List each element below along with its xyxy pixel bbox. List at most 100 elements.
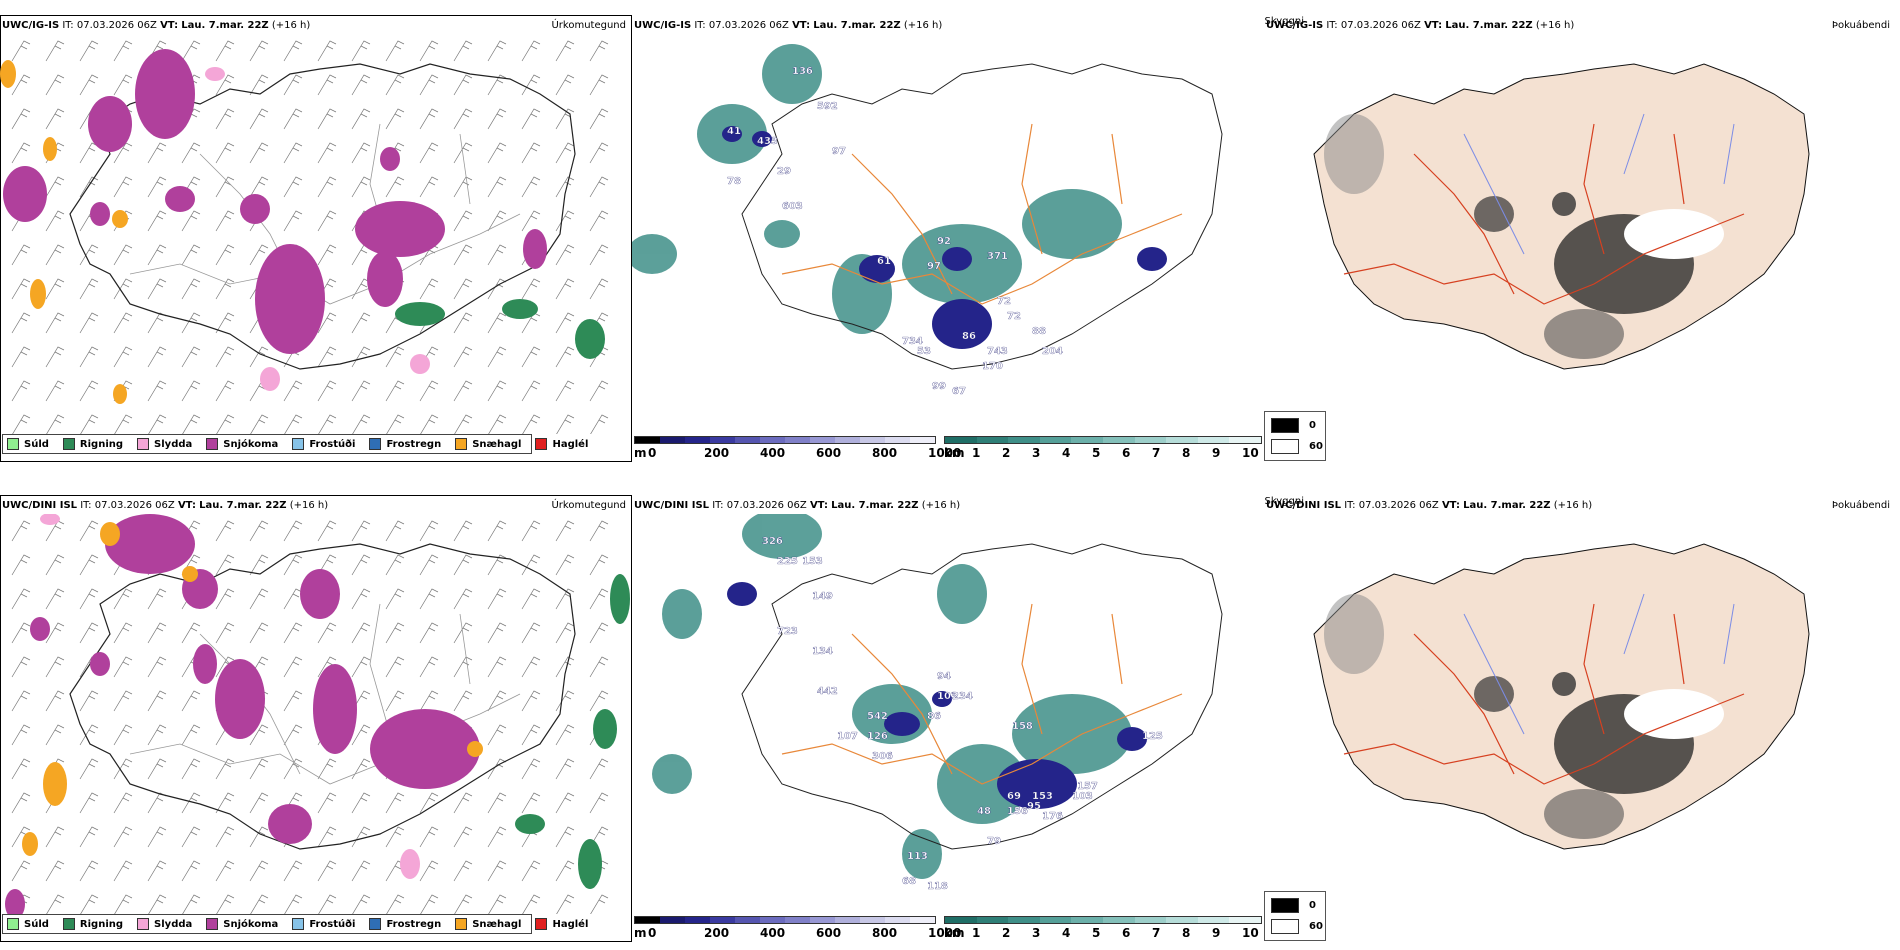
model-name: UWC/IG-IS [1266,20,1324,31]
wind-barb-icon [589,278,609,300]
wind-barb-icon [555,860,575,882]
wind-barb-icon [79,622,99,644]
wind-barb-icon [182,894,201,914]
wind-barb-icon [45,108,65,130]
wind-barb-icon [147,380,167,402]
legend-swatch [369,918,382,930]
colorbar-unit: m [634,446,647,460]
wind-barb-icon [113,176,133,198]
wind-barb-icon [215,792,235,814]
wind-barb-icon [283,724,303,746]
wind-barb-icon [250,894,269,914]
wind-barb-icon [385,520,405,542]
legend-swatch [7,918,19,930]
wind-barb-icon [555,74,575,96]
cloud-base-value: 153 [802,556,823,567]
wind-barb-icon [386,894,405,914]
cloud-base-value: 603 [782,201,803,212]
legend-label: 60 [1309,921,1323,932]
road-network [781,603,1183,785]
wind-barb-icon [522,894,541,914]
wind-barb-icon [79,74,99,96]
legend-swatch [206,438,219,450]
road-network [1343,123,1745,305]
wind-barb-icon [45,554,65,576]
wind-barb-icon [113,588,133,610]
wind-barb-icon [351,588,371,610]
wind-barb-icon [487,622,507,644]
colorbar-tick: 6 [1122,926,1131,940]
wind-barb-icon [12,414,31,434]
wind-barb-icon [215,108,235,130]
wind-barb-icon [487,142,507,164]
fog-legend: 0 60 [1264,411,1326,461]
wind-barb-icon [215,40,235,62]
wind-barb-icon [249,40,269,62]
legend-item: Snjókoma [206,438,278,450]
iceland-landmass [1313,543,1810,850]
wind-barb-icon [283,380,303,402]
wind-barb-icon [385,792,405,814]
row-ig-is: UWC/IG-IS IT: 07.03.2026 06Z VT: Lau. 7.… [0,0,1900,470]
valid-time-label: VT: [160,20,179,31]
panel-header: UWC/IG-IS IT: 07.03.2026 06Z VT: Lau. 7.… [634,20,942,31]
legend-swatch [1271,439,1299,454]
wind-barb-icon [487,244,507,266]
wind-barb-icon [351,520,371,542]
wind-barb-icon [11,244,31,266]
wind-barb-icon [147,244,167,266]
valid-time: Lau. 7.mar. 22Z [1463,500,1551,511]
cloud-base-map: 136 592 41 433 97 29 78 603 61 92 97 371 72 72 734 86 53… [632,44,1223,397]
wind-barb-icon [11,758,31,780]
wind-barb-icon [385,690,405,712]
legend-label: Slydda [154,438,193,450]
wind-barb-icon [453,108,473,130]
wind-barb-icon [589,40,609,62]
wind-barb-icon [419,860,439,882]
wind-barb-icon [385,176,405,198]
wind-barb-icon [419,380,439,402]
wind-barb-icon [351,176,371,198]
wind-barb-icon [113,346,133,368]
wind-barb-icon [215,520,235,542]
wind-barb-icon [589,554,609,576]
cloud-base-value: 126 [867,731,888,742]
wind-barb-icon [453,380,473,402]
colorbar-unit: km [944,446,965,460]
wind-barb-icon [555,554,575,576]
cloud-base-value: 734 [902,336,923,347]
legend-swatch [535,438,548,450]
wind-barb-icon [249,792,269,814]
cloud-base-value: 103 [937,691,958,702]
low-visibility-areas [652,514,1132,879]
wind-barb-icon [555,792,575,814]
legend-item: Slydda [137,438,192,450]
cloud-base-value: 306 [872,751,893,762]
wind-barb-icon [79,346,99,368]
wind-barb-icon [113,278,133,300]
wind-barb-icon [589,656,609,678]
valid-time: Lau. 7.mar. 22Z [813,20,901,31]
legend-item: Súld [7,438,49,450]
wind-barb-icon [419,74,439,96]
wind-barb-icon [215,244,235,266]
wind-barb-icon [487,210,507,232]
wind-barb-icon [113,312,133,334]
wind-barb-icon [215,210,235,232]
wind-barb-icon [521,278,541,300]
init-time: IT: 07.03.2026 06Z [1344,500,1439,511]
legend-item: Snjókoma [206,918,278,930]
colorbar-tick: 3 [1032,926,1041,940]
wind-barb-icon [351,622,371,644]
wind-barb-icon [45,312,65,334]
wind-barb-icon [11,40,31,62]
wind-barb-icon [113,758,133,780]
wind-barb-icon [147,142,167,164]
wind-barb-icon [113,690,133,712]
wind-barb-icon [215,554,235,576]
colorbar-tick: 10 [1242,446,1259,460]
wind-barb-icon [181,622,201,644]
cloud-base-value: 99 [932,381,946,392]
wind-barb-icon [555,346,575,368]
wind-barb-icon [487,588,507,610]
